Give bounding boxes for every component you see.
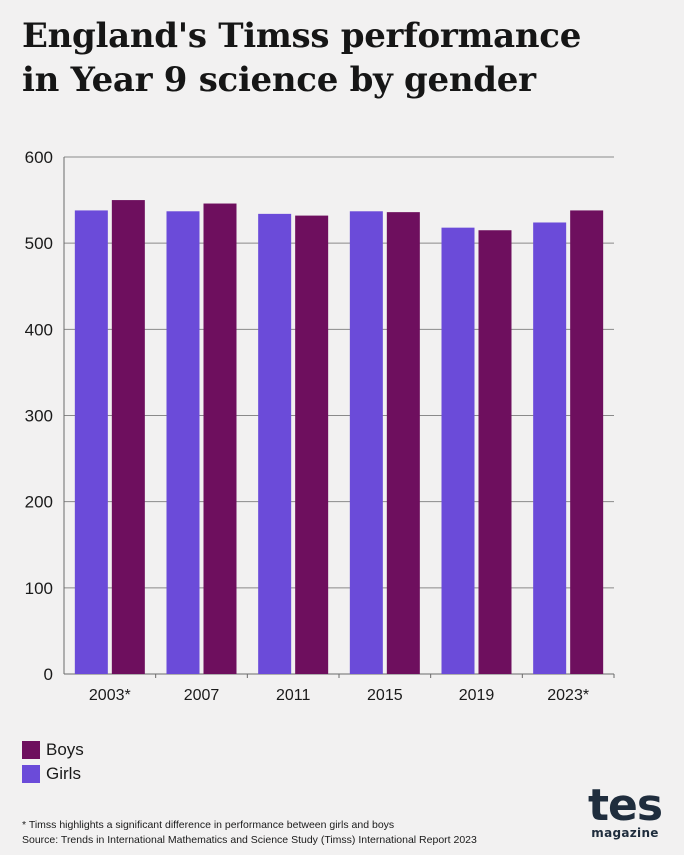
y-tick-label: 600	[25, 148, 53, 167]
y-tick-label: 500	[25, 234, 53, 253]
bar-girls-3	[349, 211, 383, 674]
bar-girls-2	[258, 213, 292, 674]
bar-boys-0	[111, 200, 145, 675]
y-tick-label: 0	[44, 665, 53, 684]
x-tick-label: 2007	[184, 687, 220, 704]
footnote-significance: * Timss highlights a significant differe…	[22, 819, 395, 831]
footnote-source: Source: Trends in International Mathemat…	[22, 834, 477, 846]
bar-girls-1	[166, 211, 200, 674]
legend-label-boys: Boys	[46, 740, 84, 759]
x-tick-label: 2023*	[547, 687, 589, 704]
y-tick-label: 300	[25, 407, 53, 426]
x-tick-label: 2019	[459, 687, 495, 704]
y-tick-label: 200	[25, 493, 53, 512]
legend-swatch-girls	[22, 765, 40, 783]
legend-item-girls: Girls	[22, 762, 84, 786]
chart-title: England's Timss performance in Year 9 sc…	[22, 14, 662, 102]
bar-chart: 0 100 200 300 400 500 600 2003* 2007 2011 2015 2019…	[25, 148, 615, 704]
bar-boys-3	[386, 212, 420, 674]
footnotes: * Timss highlights a significant differe…	[22, 818, 477, 848]
chart-title-line1: England's Timss performance	[22, 16, 582, 56]
legend-label-girls: Girls	[46, 764, 81, 783]
logo-wordmark: tes	[587, 780, 663, 831]
x-tick-label: 2011	[276, 687, 311, 704]
x-tick-label: 2003*	[89, 687, 131, 704]
bar-girls-5	[533, 222, 567, 674]
bar-boys-5	[570, 210, 604, 674]
bar-boys-1	[203, 203, 237, 674]
bar-girls-0	[74, 210, 108, 674]
legend-item-boys: Boys	[22, 738, 84, 762]
legend-swatch-boys	[22, 741, 40, 759]
tes-magazine-logo: tes magazine	[584, 780, 666, 841]
logo-subtitle: magazine	[591, 826, 659, 840]
chart-title-line2: in Year 9 science by gender	[22, 60, 536, 100]
x-tick-label: 2015	[367, 687, 403, 704]
bar-boys-4	[478, 230, 512, 674]
y-tick-label: 400	[25, 320, 53, 339]
y-tick-label: 100	[25, 579, 53, 598]
bar-girls-4	[441, 227, 475, 674]
legend: Boys Girls	[22, 738, 84, 786]
bar-boys-2	[295, 215, 329, 674]
